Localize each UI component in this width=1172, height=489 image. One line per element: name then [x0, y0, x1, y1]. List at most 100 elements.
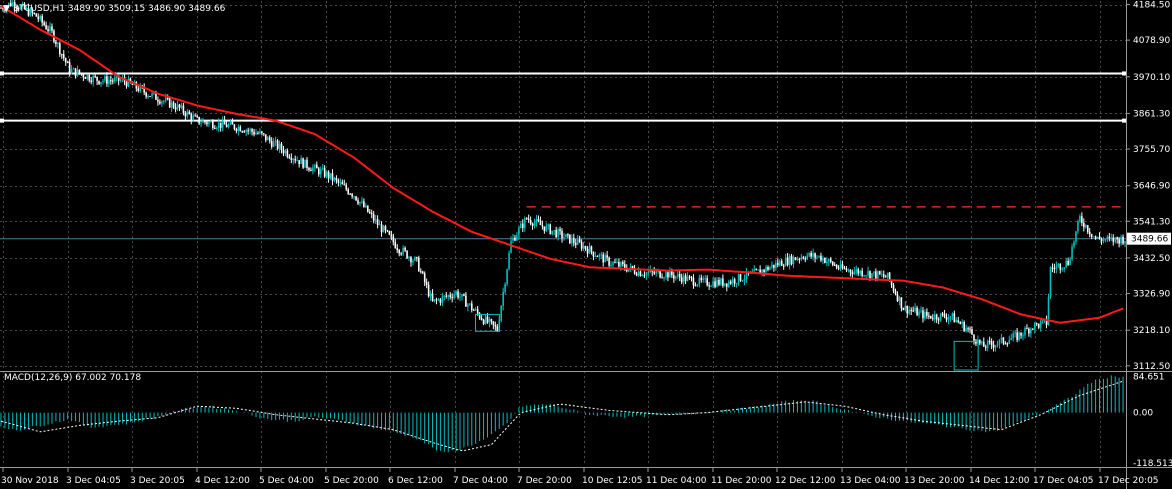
candle-body	[875, 271, 877, 279]
candle-body	[104, 76, 106, 81]
macd-tick-label: -118.513	[1133, 459, 1172, 469]
highlight-box[interactable]	[474, 313, 500, 332]
candle-body	[782, 265, 785, 267]
candle-body	[225, 124, 228, 128]
candle-body	[1083, 222, 1085, 228]
candle-body	[857, 269, 860, 274]
candle-body	[655, 271, 657, 274]
candle-body	[404, 247, 406, 251]
candle-body	[1096, 236, 1099, 239]
candle-body	[792, 257, 795, 265]
candle-body	[529, 220, 532, 224]
candle-body	[1122, 236, 1124, 244]
candle-body	[908, 309, 911, 314]
candle-body	[172, 102, 175, 108]
candle-body	[176, 104, 179, 110]
candle-body	[1057, 264, 1060, 266]
level-handle[interactable]	[1122, 118, 1126, 123]
candle-body	[710, 286, 712, 288]
candle-body	[288, 156, 291, 158]
candle-body	[869, 271, 871, 279]
candle-body	[673, 275, 675, 279]
time-tick-label: 10 Dec 12:05	[582, 476, 643, 486]
candle-body	[284, 150, 287, 154]
candle-body	[308, 167, 310, 170]
candle-body	[357, 200, 359, 204]
time-tick-label: 6 Dec 12:00	[388, 476, 443, 486]
candle-body	[698, 277, 701, 285]
candle-body	[145, 92, 147, 97]
candle-body	[596, 256, 599, 258]
candle-body	[496, 326, 499, 331]
candle-body	[294, 159, 297, 161]
time-tick-label: 14 Dec 12:00	[969, 476, 1030, 486]
time-tick-label: 30 Nov 2018	[1, 476, 59, 486]
candle-body	[678, 273, 681, 278]
candle-body	[637, 271, 640, 276]
candle-body	[514, 237, 516, 241]
candle-body	[806, 255, 809, 260]
highlight-boxes[interactable]	[474, 313, 979, 371]
horizontal-levels[interactable]	[0, 71, 1126, 240]
level-handle[interactable]	[0, 118, 4, 123]
candle-body	[1102, 239, 1105, 242]
candle-body	[926, 311, 928, 316]
candle-body	[510, 240, 512, 253]
highlight-box[interactable]	[953, 340, 979, 371]
candle-body	[935, 314, 938, 320]
candle-body	[51, 26, 53, 31]
candle-body	[11, 2, 14, 7]
candle-body	[13, 2, 16, 9]
candle-body	[125, 81, 128, 87]
candle-body	[1116, 237, 1118, 240]
candle-body	[539, 221, 542, 226]
candle-body	[620, 262, 622, 267]
candle-body	[1006, 343, 1009, 345]
candle-body	[896, 294, 899, 301]
price-tick-label: 3541.30	[1133, 217, 1170, 227]
candle-body	[580, 242, 583, 249]
candle-body	[66, 62, 69, 64]
candle-body	[963, 321, 965, 332]
candle-body	[1020, 332, 1022, 336]
level-handle[interactable]	[0, 71, 4, 76]
candle-body	[518, 227, 520, 236]
candle-body	[265, 134, 267, 141]
candle-body	[35, 13, 38, 17]
candle-body	[272, 141, 275, 147]
level-handle[interactable]	[1122, 71, 1126, 76]
candle-body	[478, 313, 481, 319]
price-tick-label: 3432.50	[1133, 254, 1170, 264]
candle-body	[506, 269, 508, 285]
candle-body	[884, 276, 887, 278]
candle-body	[1069, 259, 1071, 265]
candle-body	[910, 309, 912, 311]
candle-body	[1053, 268, 1056, 270]
candle-body	[1081, 216, 1083, 223]
candle-body	[421, 271, 424, 274]
candle-body	[304, 159, 306, 168]
candle-body	[212, 121, 214, 129]
candle-body	[394, 242, 397, 249]
candle-body	[445, 295, 448, 297]
candle-body	[1075, 231, 1077, 242]
candle-body	[418, 257, 420, 272]
candle-body	[788, 255, 791, 266]
candle-body	[168, 98, 171, 108]
candle-body	[1004, 343, 1007, 345]
candle-body	[924, 311, 926, 319]
candle-body	[45, 25, 47, 30]
candle-body	[586, 249, 589, 254]
candle-body	[312, 167, 314, 172]
candle-body	[1016, 332, 1018, 340]
candle-body	[263, 133, 265, 135]
candle-body	[574, 242, 577, 245]
candle-body	[237, 126, 240, 131]
candle-body	[706, 278, 708, 286]
candle-body	[190, 114, 193, 120]
candle-body	[663, 277, 665, 279]
candle-body	[1120, 236, 1122, 244]
candle-body	[1110, 237, 1113, 239]
candle-body	[484, 316, 487, 324]
